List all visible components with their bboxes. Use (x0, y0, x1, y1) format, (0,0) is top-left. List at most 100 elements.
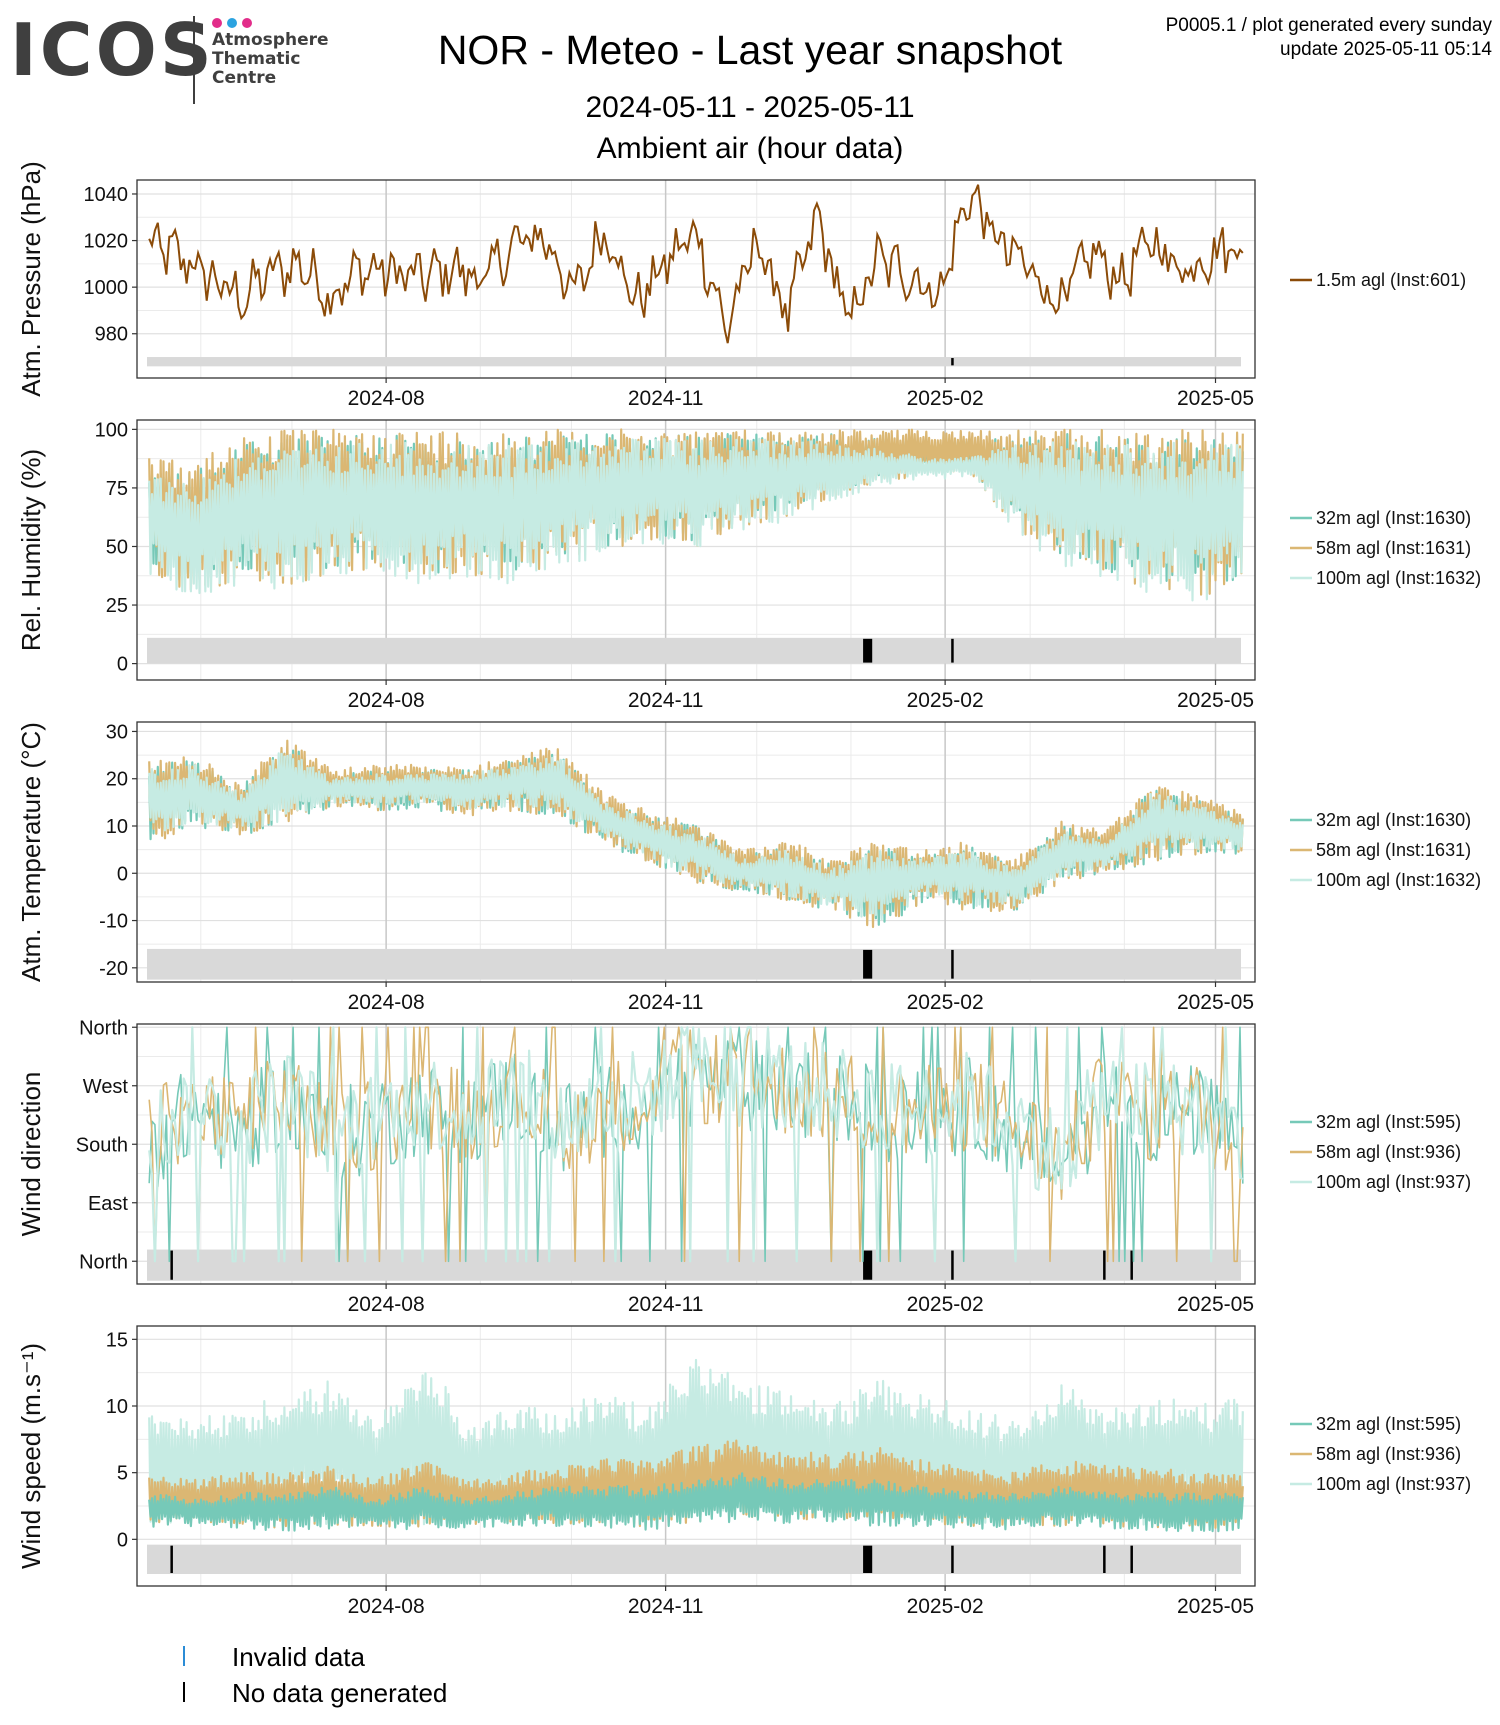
data-layer (148, 428, 1244, 602)
footer-legend-label: Invalid data (232, 1642, 365, 1672)
legend-label: 58m agl (Inst:1631) (1316, 840, 1471, 860)
x-tick-label: 2024-11 (628, 1293, 704, 1316)
data-layer (148, 1358, 1244, 1533)
chart-panel-4: North East South West North 2024-08 2024-11 202… (16, 1017, 1471, 1316)
y-tick-label: 0 (117, 863, 128, 885)
series-3-line (148, 1472, 1244, 1533)
chart-panel-1: 980 1000 1020 1040 2024-08 2024-11 2025-02 2025… (16, 161, 1466, 410)
data-layer (148, 739, 1244, 929)
y-axis-label: Wind speed (m.s⁻¹) (16, 1343, 46, 1569)
legend-label: 100m agl (Inst:937) (1316, 1474, 1471, 1494)
legend-label: 100m agl (Inst:937) (1316, 1172, 1471, 1192)
no-data-mark (1130, 1250, 1133, 1280)
y-tick-label: 25 (106, 595, 128, 617)
y-tick-label: 10 (106, 1396, 128, 1418)
qc-band (147, 948, 1241, 980)
legend-label: 32m agl (Inst:595) (1316, 1112, 1461, 1132)
plot-frame (136, 1023, 1256, 1285)
x-tick-label: 2024-08 (348, 387, 425, 410)
qc-band (147, 357, 1241, 367)
y-tick-label: North (79, 1251, 128, 1273)
y-tick-label: 20 (106, 769, 128, 791)
series-3-line (148, 437, 1244, 602)
qc-band (147, 1249, 1241, 1281)
y-tick-label: 1000 (84, 277, 129, 299)
qc-band (147, 637, 1241, 664)
logo-line-2: Thematic (212, 49, 301, 69)
x-tick-label: 2024-08 (348, 991, 425, 1014)
no-data-mark (951, 949, 954, 979)
x-tick-label: 2024-11 (628, 387, 704, 410)
logo-line-1: Atmosphere (212, 30, 329, 50)
y-tick-label: 5 (117, 1463, 128, 1485)
x-tick-label: 2025-05 (1177, 689, 1254, 712)
x-tick-label: 2025-05 (1177, 1595, 1254, 1618)
x-tick-label: 2024-11 (628, 991, 704, 1014)
no-data-mark (1103, 1545, 1106, 1573)
x-tick-label: 2024-08 (348, 1595, 425, 1618)
no-data-mark (951, 1250, 954, 1280)
y-axis-label: Rel. Humidity (%) (16, 449, 46, 651)
x-tick-label: 2025-02 (907, 1293, 984, 1316)
x-tick-label: 2025-02 (907, 387, 984, 410)
no-data-mark (951, 358, 954, 366)
y-tick-label: 15 (106, 1329, 128, 1351)
legend-label: 58m agl (Inst:936) (1316, 1444, 1461, 1464)
icos-logo: ICOS (10, 8, 215, 92)
footer-legend-label: No data generated (232, 1678, 448, 1708)
y-tick-label: 1040 (84, 184, 129, 206)
legend-label: 58m agl (Inst:1631) (1316, 538, 1471, 558)
x-tick-label: 2025-02 (907, 1595, 984, 1618)
x-tick-label: 2024-11 (628, 1595, 704, 1618)
y-axis-label: Atm. Pressure (hPa) (16, 161, 46, 397)
x-tick-label: 2024-11 (628, 689, 704, 712)
page-title: NOR - Meteo - Last year snapshot (437, 27, 1063, 73)
logo-line-3: Centre (212, 68, 277, 88)
no-data-mark (951, 638, 954, 663)
footer-legend-tick (183, 1646, 185, 1666)
no-data-mark (170, 1250, 173, 1280)
plot-frame (136, 419, 1256, 681)
legend-label: 1.5m agl (Inst:601) (1316, 270, 1466, 290)
y-tick-label: 100 (95, 419, 128, 441)
y-tick-label: East (88, 1193, 128, 1215)
logo-dots-icon (212, 15, 257, 28)
x-tick-label: 2024-08 (348, 689, 425, 712)
no-data-mark (863, 949, 873, 979)
y-tick-label: -20 (99, 958, 128, 980)
y-tick-label: North (79, 1017, 128, 1039)
no-data-mark (170, 1545, 173, 1573)
y-tick-label: 980 (95, 324, 128, 346)
x-tick-label: 2024-08 (348, 1293, 425, 1316)
generation-info: P0005.1 / plot generated every sunday up… (1166, 14, 1492, 62)
no-data-mark (1130, 1545, 1133, 1573)
x-tick-label: 2025-02 (907, 689, 984, 712)
y-tick-label: South (76, 1134, 128, 1156)
y-tick-label: 10 (106, 816, 128, 838)
legend-label: 32m agl (Inst:1630) (1316, 810, 1471, 830)
data-layer (148, 1026, 1244, 1263)
plot-frame (136, 1325, 1256, 1587)
no-data-mark (863, 1250, 873, 1280)
footer-legend: Invalid data No data generated (0, 1640, 700, 1725)
no-data-mark (863, 638, 873, 663)
legend-label: 32m agl (Inst:1630) (1316, 508, 1471, 528)
plot-frame (136, 721, 1256, 983)
x-tick-label: 2025-05 (1177, 387, 1254, 410)
header: ICOS Atmosphere Thematic Centre NOR - Me… (0, 0, 1500, 170)
wind-direction-series-3 (148, 1026, 1244, 1263)
y-tick-label: 50 (106, 536, 128, 558)
y-tick-label: 75 (106, 478, 128, 500)
plot-frame (136, 179, 1256, 379)
qc-band (147, 1544, 1241, 1574)
y-axis-label: Wind direction (16, 1072, 46, 1237)
generation-info-line-2: update 2025-05-11 05:14 (1280, 39, 1492, 60)
no-data-mark (951, 1545, 954, 1573)
no-data-mark (1103, 1250, 1106, 1280)
x-tick-label: 2025-02 (907, 991, 984, 1014)
y-tick-label: 30 (106, 721, 128, 743)
chart-panel-2: 0 25 50 75 100 2024-08 2024-11 2025-02 2025-05 Re… (16, 419, 1481, 712)
logo-subtitle: Atmosphere Thematic Centre (212, 31, 329, 88)
pressure-line (148, 184, 1244, 344)
date-range: 2024-05-11 - 2025-05-11 (585, 91, 915, 124)
